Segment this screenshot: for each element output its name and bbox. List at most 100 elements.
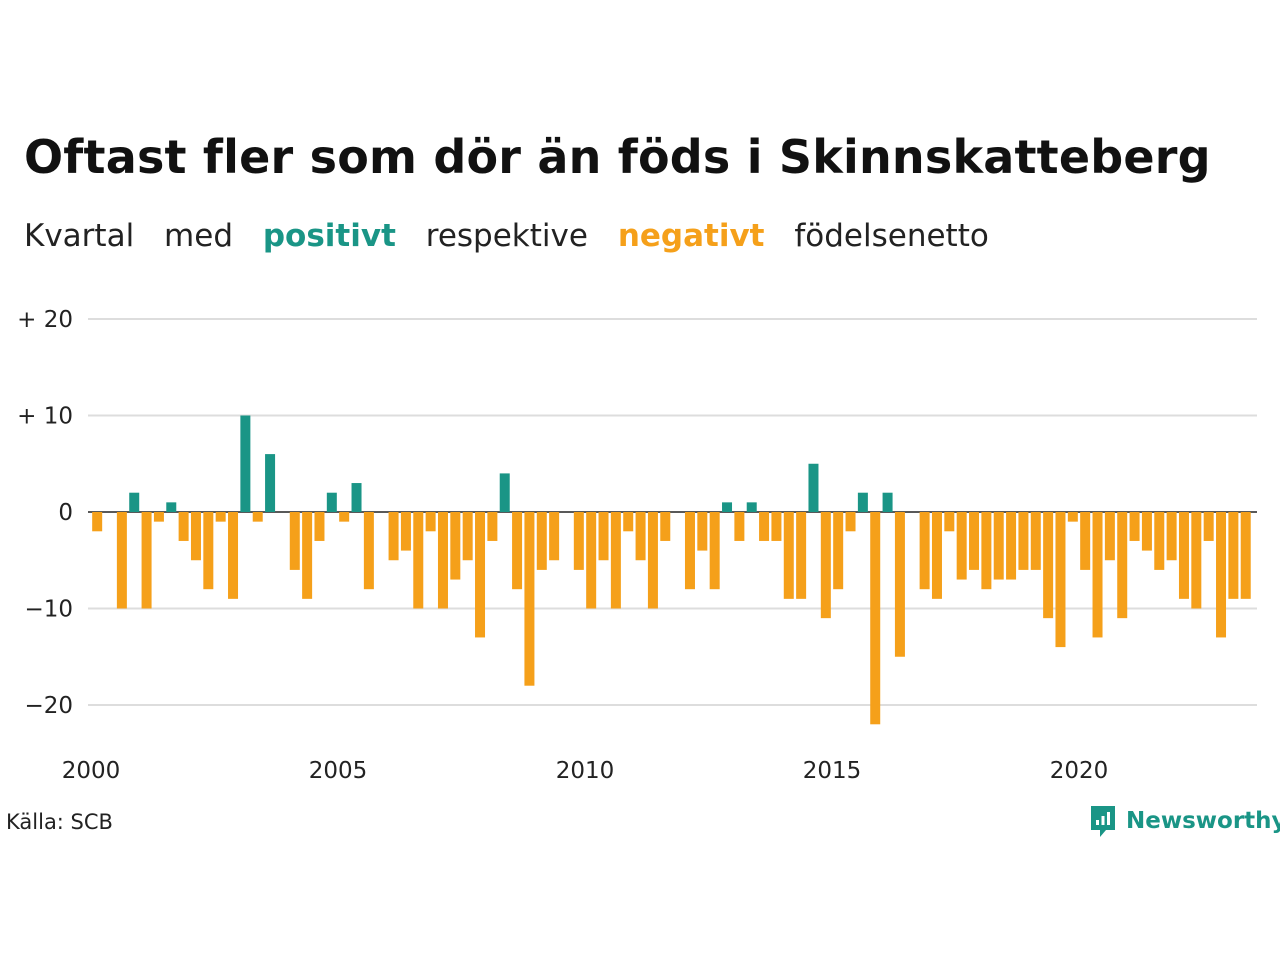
bar-negative <box>1030 512 1041 570</box>
x-tick-label: 2005 <box>309 758 368 784</box>
bar-positive <box>857 492 868 512</box>
bar-negative <box>339 512 350 522</box>
bar-negative <box>512 512 523 590</box>
bar-negative <box>1104 512 1115 561</box>
bar-negative <box>796 512 807 599</box>
bar-positive <box>351 483 362 512</box>
chart-subtitle: Kvartal med positivt respektive negativt… <box>24 218 1009 254</box>
bar-negative <box>462 512 473 561</box>
bar-positive <box>499 473 510 512</box>
y-tick-label: −10 <box>24 597 73 623</box>
bar-negative <box>623 512 634 532</box>
subtitle-word: respektive <box>425 218 588 254</box>
bar-negative <box>228 512 239 599</box>
bar-negative <box>573 512 584 570</box>
bar-negative <box>549 512 560 561</box>
bar-negative <box>289 512 300 570</box>
bar-negative <box>969 512 980 570</box>
bar-negative <box>586 512 597 609</box>
bar-negative <box>1129 512 1140 541</box>
y-tick-label: −20 <box>24 693 73 719</box>
bar-negative <box>1240 512 1251 599</box>
bar-negative <box>1178 512 1189 599</box>
bar-negative <box>919 512 930 590</box>
bar-negative <box>610 512 621 609</box>
bar-negative <box>400 512 411 551</box>
bar-negative <box>524 512 535 686</box>
bar-negative <box>487 512 498 541</box>
bar-negative <box>1117 512 1128 619</box>
bar-positive <box>129 492 140 512</box>
y-tick-label: + 20 <box>17 307 73 333</box>
bar-negative <box>660 512 671 541</box>
x-tick-label: 2010 <box>556 758 615 784</box>
bar-negative <box>1055 512 1066 648</box>
bar-negative <box>1018 512 1029 570</box>
bar-negative <box>153 512 164 522</box>
bar-negative <box>475 512 486 638</box>
bar-negative <box>845 512 856 532</box>
subtitle-positive-label: positivt <box>262 218 396 254</box>
bar-negative <box>215 512 226 522</box>
bar-negative <box>684 512 695 590</box>
brand-logo: Newsworthy <box>1088 803 1280 839</box>
x-tick-label: 2020 <box>1050 758 1109 784</box>
x-tick-label: 2015 <box>803 758 862 784</box>
bar-positive <box>722 502 733 512</box>
bar-negative <box>833 512 844 590</box>
bar-negative <box>635 512 646 561</box>
bar-negative <box>437 512 448 609</box>
bar-positive <box>746 502 757 512</box>
bar-negative <box>697 512 708 551</box>
x-tick-label: 2000 <box>62 758 121 784</box>
bar-negative <box>314 512 325 541</box>
bar-negative <box>956 512 967 580</box>
bar-positive <box>240 415 251 512</box>
bar-negative <box>302 512 313 599</box>
chart-speech-bubble-icon <box>1091 806 1115 837</box>
bar-chart: + 20 + 10 0 −10 −20 2000 2005 2010 2015 2020 <box>17 307 1257 784</box>
bar-negative <box>734 512 745 541</box>
bar-negative <box>1141 512 1152 551</box>
bar-negative <box>783 512 794 599</box>
chart-title: Oftast fler som dör än föds i Skinnskatt… <box>24 130 1211 184</box>
bar-negative <box>92 512 103 532</box>
bar-negative <box>252 512 263 522</box>
bar-negative <box>931 512 942 599</box>
subtitle-word: med <box>164 218 233 254</box>
bar-negative <box>759 512 770 541</box>
bar-negative <box>536 512 547 570</box>
bar-negative <box>425 512 436 532</box>
subtitle-negative-label: negativt <box>617 218 765 254</box>
bar-negative <box>944 512 955 532</box>
bar-negative <box>1154 512 1165 570</box>
subtitle-word: födelsenetto <box>794 218 989 254</box>
bar-negative <box>450 512 461 580</box>
y-tick-label: + 10 <box>17 404 73 430</box>
bar-negative <box>709 512 720 590</box>
source-note: Källa: SCB <box>6 810 113 834</box>
bar-negative <box>993 512 1004 580</box>
bar-negative <box>820 512 831 619</box>
bar-positive <box>808 463 819 512</box>
bar-negative <box>178 512 189 541</box>
bar-positive <box>166 502 177 512</box>
bar-negative <box>116 512 127 609</box>
bar-negative <box>981 512 992 590</box>
bar-negative <box>1006 512 1017 580</box>
bar-negative <box>1203 512 1214 541</box>
bar-negative <box>1216 512 1227 638</box>
bar-negative <box>647 512 658 609</box>
y-tick-label: 0 <box>58 500 73 526</box>
bar-negative <box>141 512 152 609</box>
subtitle-word: Kvartal <box>24 218 135 254</box>
bar-negative <box>771 512 782 541</box>
bar-negative <box>1080 512 1091 570</box>
bar-negative <box>1067 512 1078 522</box>
bar-negative <box>413 512 424 609</box>
bar-negative <box>190 512 201 561</box>
bar-negative <box>203 512 214 590</box>
bar-negative <box>1043 512 1054 619</box>
bar-negative <box>1166 512 1177 561</box>
bar-negative <box>388 512 399 561</box>
